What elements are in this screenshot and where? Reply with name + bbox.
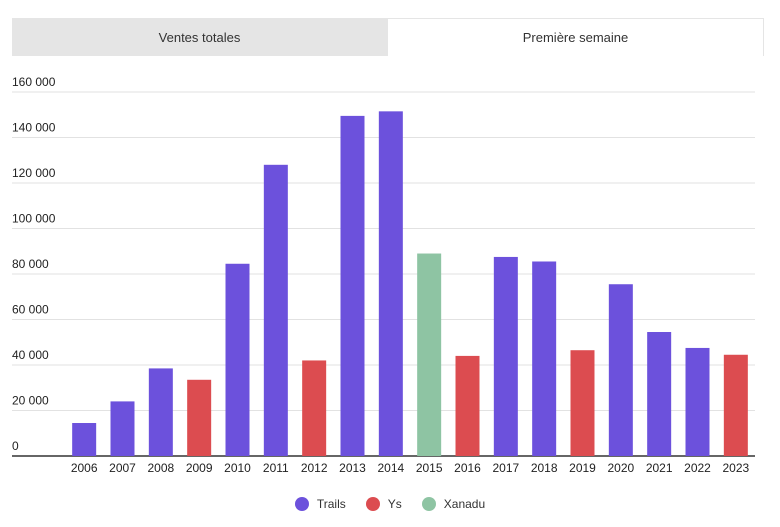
tab-bar: Ventes totales Première semaine [12,18,764,56]
legend-item-xanadu[interactable]: Xanadu [421,497,486,511]
x-tick-label: 2013 [339,461,366,475]
x-tick-label: 2016 [454,461,481,475]
legend: Trails Ys Xanadu [0,497,780,511]
x-tick-label: 2011 [263,461,289,475]
bar-2006 [72,423,97,456]
x-tick-label: 2014 [377,461,404,475]
bar-2013 [340,115,365,456]
bar-2008 [148,368,173,456]
y-tick-label: 40 000 [12,348,49,362]
bar-2023 [723,354,748,456]
tab-first-week[interactable]: Première semaine [387,18,764,56]
x-tick-label: 2010 [224,461,251,475]
tab-total-sales[interactable]: Ventes totales [12,18,387,56]
x-tick-label: 2006 [71,461,98,475]
y-tick-label: 140 000 [12,121,56,135]
legend-label-xanadu: Xanadu [443,497,486,511]
x-tick-label: 2019 [569,461,596,475]
x-tick-label: 2022 [684,461,711,475]
x-tick-label: 2023 [722,461,749,475]
legend-swatch-trails [294,497,309,511]
legend-item-trails[interactable]: Trails [294,497,346,511]
x-tick-label: 2012 [301,461,328,475]
y-tick-label: 160 000 [12,75,56,89]
bar-2010 [225,263,250,456]
y-tick-label: 120 000 [12,166,56,180]
bar-2017 [493,256,518,456]
legend-label-ys: Ys [387,497,402,511]
bar-2015 [417,253,442,456]
y-tick-label: 60 000 [12,303,49,317]
legend-item-ys[interactable]: Ys [365,497,402,511]
bar-2021 [647,332,672,456]
bar-2016 [455,355,480,456]
bar-2012 [302,360,327,456]
legend-label-trails: Trails [316,497,346,511]
bar-2019 [570,350,595,456]
x-tick-label: 2021 [646,461,673,475]
y-tick-label: 80 000 [12,257,49,271]
x-tick-label: 2009 [186,461,213,475]
bar-2011 [263,164,288,457]
bar-2018 [532,261,557,456]
x-tick-label: 2020 [607,461,634,475]
bar-2020 [608,284,633,456]
bar-2014 [378,111,403,457]
y-tick-label: 100 000 [12,212,56,226]
legend-swatch-xanadu [421,497,436,511]
y-tick-label: 0 [12,439,19,453]
bar-2009 [187,379,212,456]
bar-2022 [685,347,710,456]
legend-swatch-ys [365,497,380,511]
x-tick-label: 2007 [109,461,136,475]
y-tick-label: 20 000 [12,394,49,408]
x-tick-label: 2008 [147,461,174,475]
x-tick-label: 2017 [492,461,519,475]
x-tick-label: 2018 [531,461,558,475]
bar-2007 [110,401,135,456]
x-tick-label: 2015 [416,461,443,475]
